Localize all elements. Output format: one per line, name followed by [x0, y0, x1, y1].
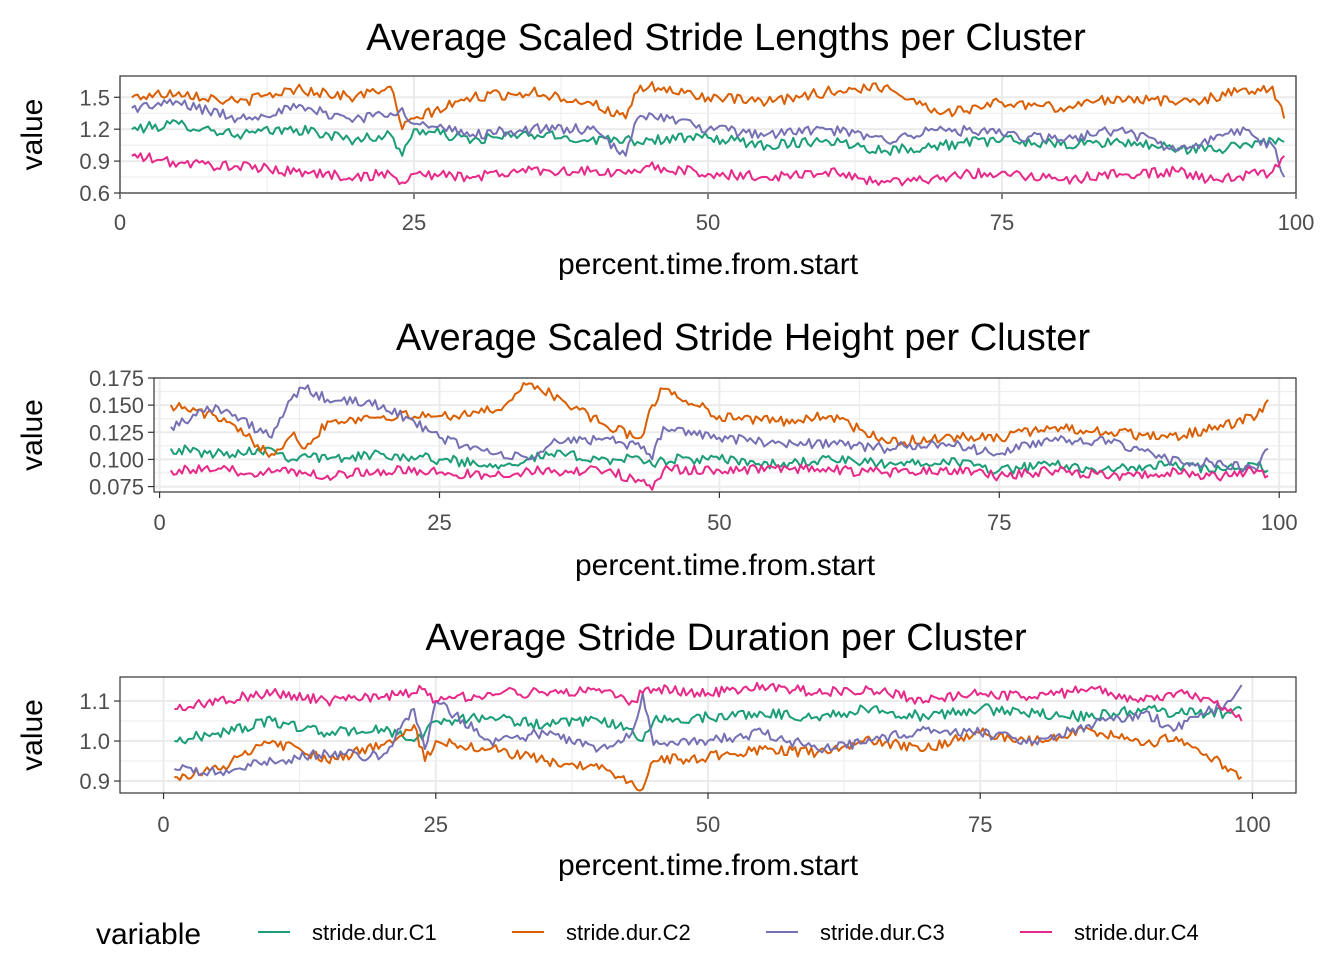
x-tick-label: 75 — [990, 210, 1014, 235]
panel-frame — [119, 676, 1297, 794]
chart-title: Average Scaled Stride Height per Cluster — [396, 317, 1091, 359]
chart-title: Average Scaled Stride Lengths per Cluste… — [366, 17, 1086, 59]
y-axis-label: value — [16, 99, 49, 171]
legend-label-c4: stride.dur.C4 — [1074, 920, 1199, 945]
x-tick-label: 25 — [402, 210, 426, 235]
x-tick-label: 50 — [707, 510, 731, 535]
y-tick-label: 1.2 — [79, 117, 110, 142]
chart-panels: Average Scaled Stride Lengths per Cluste… — [16, 17, 1314, 882]
series-line-stride-dur-C3 — [174, 684, 1243, 777]
x-tick-label: 75 — [968, 812, 992, 837]
y-tick-label: 0.175 — [89, 366, 144, 391]
x-tick-label: 25 — [427, 510, 451, 535]
series-line-stride-dur-C3 — [131, 98, 1286, 178]
y-tick-label: 1.0 — [79, 729, 110, 754]
y-tick-label: 0.9 — [79, 149, 110, 174]
panel-1: Average Scaled Stride Lengths per Cluste… — [16, 17, 1314, 281]
series-line-stride-dur-C1 — [131, 119, 1285, 157]
legend-label-c2: stride.dur.C2 — [566, 920, 691, 945]
series-line-stride-dur-C3 — [170, 384, 1269, 473]
x-tick-label: 0 — [153, 510, 165, 535]
y-tick-label: 1.5 — [79, 85, 110, 110]
x-tick-label: 50 — [696, 812, 720, 837]
x-axis-label: percent.time.from.start — [558, 849, 859, 882]
series-line-stride-dur-C1 — [169, 444, 1269, 475]
series-line-stride-dur-C4 — [131, 152, 1285, 187]
panel-2: Average Scaled Stride Height per Cluster… — [16, 317, 1298, 582]
x-tick-label: 0 — [157, 812, 169, 837]
x-axis-label: percent.time.from.start — [575, 549, 876, 582]
x-tick-label: 100 — [1261, 510, 1298, 535]
x-tick-label: 100 — [1278, 210, 1315, 235]
legend-label-c3: stride.dur.C3 — [820, 920, 945, 945]
y-tick-label: 0.150 — [89, 393, 144, 418]
x-tick-label: 25 — [424, 812, 448, 837]
x-axis-label: percent.time.from.start — [558, 248, 859, 281]
x-tick-label: 75 — [987, 510, 1011, 535]
y-tick-label: 0.6 — [79, 181, 110, 206]
y-tick-label: 1.1 — [79, 689, 110, 714]
legend: variable stride.dur.C1 stride.dur.C2 str… — [96, 918, 1199, 951]
series-line-stride-dur-C1 — [174, 703, 1243, 745]
chart-title: Average Stride Duration per Cluster — [425, 617, 1027, 659]
y-tick-label: 0.125 — [89, 420, 144, 445]
panel-frame — [153, 377, 1297, 493]
series-line-stride-dur-C4 — [174, 681, 1243, 722]
x-tick-label: 100 — [1234, 812, 1271, 837]
y-tick-label: 0.9 — [79, 769, 110, 794]
legend-label-c1: stride.dur.C1 — [312, 920, 437, 945]
panel-frame — [119, 75, 1297, 194]
panel-3: Average Stride Duration per Cluster 0 25 50… — [16, 617, 1297, 882]
series-line-stride-dur-C4 — [169, 463, 1269, 491]
x-tick-label: 0 — [114, 210, 126, 235]
legend-title: variable — [96, 918, 201, 951]
y-axis-label: value — [16, 699, 49, 771]
series-line-stride-dur-C2 — [131, 81, 1286, 131]
y-tick-label: 0.075 — [89, 475, 144, 500]
y-axis-label: value — [16, 399, 49, 471]
x-tick-label: 50 — [696, 210, 720, 235]
series-line-stride-dur-C2 — [169, 382, 1269, 458]
y-tick-label: 0.100 — [89, 447, 144, 472]
